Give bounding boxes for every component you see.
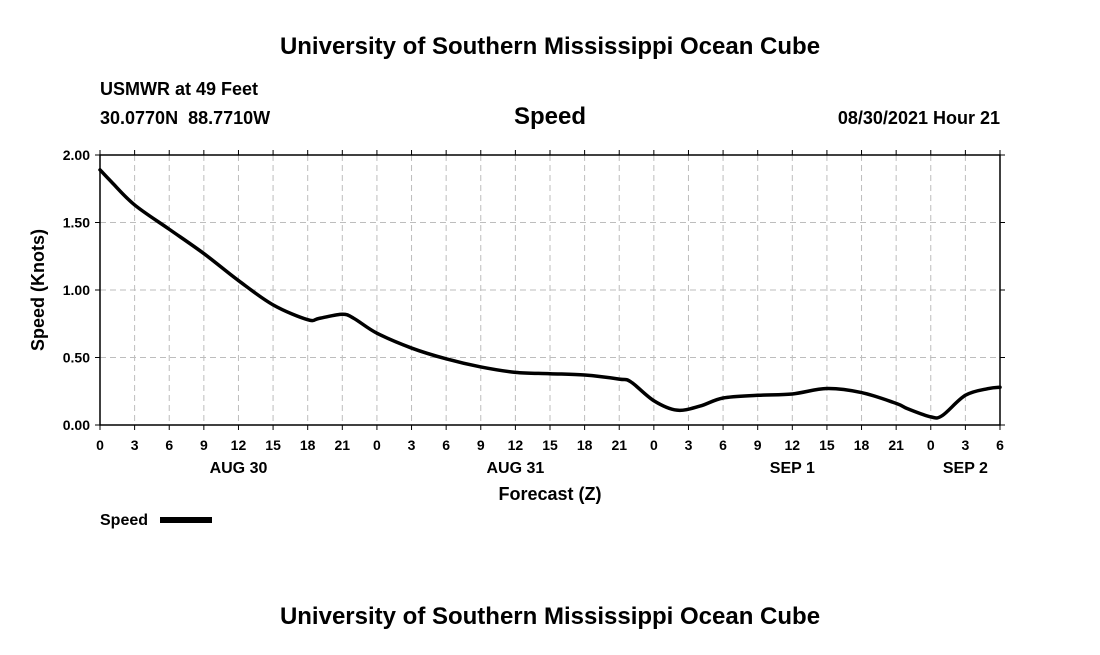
date-label: SEP 1 <box>770 460 815 477</box>
x-axis-label: Forecast (Z) <box>498 484 601 504</box>
legend-label-speed: Speed <box>100 512 148 529</box>
x-tick-label: 12 <box>785 437 801 453</box>
y-tick-label: 1.50 <box>63 215 90 231</box>
axis-ticks <box>95 150 1005 430</box>
y-tick-label: 0.00 <box>63 417 90 433</box>
x-tick-label: 0 <box>373 437 381 453</box>
datetime-label: 08/30/2021 Hour 21 <box>838 108 1000 128</box>
x-tick-label: 18 <box>577 437 593 453</box>
x-tick-label: 6 <box>442 437 450 453</box>
date-label: SEP 2 <box>943 460 988 477</box>
parameter-label: Speed <box>514 103 586 130</box>
x-tick-label: 9 <box>200 437 208 453</box>
legend-swatch-speed <box>160 517 212 523</box>
x-tick-label: 3 <box>961 437 969 453</box>
series-line-speed <box>98 168 1002 420</box>
x-tick-labels: 0 3 6 9 12 15 18 21 0 3 6 9 12 15 18 21 0 3 6 9 12 15 18 21 0 3 6 <box>96 437 1004 453</box>
x-tick-label: 21 <box>888 437 904 453</box>
x-tick-label: 6 <box>996 437 1004 453</box>
coordinates-label: 30.0770N 88.7710W <box>100 108 270 128</box>
x-tick-label: 3 <box>131 437 139 453</box>
date-labels: AUG 30 AUG 31 SEP 1 SEP 2 <box>210 460 988 477</box>
y-tick-label: 1.00 <box>63 282 90 298</box>
plot-frame <box>99 154 1001 426</box>
x-tick-label: 12 <box>231 437 247 453</box>
x-tick-label: 21 <box>611 437 627 453</box>
y-tick-label: 0.50 <box>63 350 90 366</box>
date-label: AUG 30 <box>210 460 268 477</box>
y-axis-label: Speed (Knots) <box>28 229 48 351</box>
x-tick-label: 15 <box>819 437 835 453</box>
x-tick-label: 3 <box>408 437 416 453</box>
x-tick-label: 0 <box>927 437 935 453</box>
footer-title: University of Southern Mississippi Ocean… <box>280 603 820 630</box>
x-tick-label: 15 <box>265 437 281 453</box>
x-tick-label: 3 <box>685 437 693 453</box>
x-tick-label: 6 <box>719 437 727 453</box>
station-label: USMWR at 49 Feet <box>100 79 258 99</box>
x-tick-label: 18 <box>300 437 316 453</box>
x-tick-label: 6 <box>165 437 173 453</box>
x-tick-label: 0 <box>96 437 104 453</box>
x-tick-label: 9 <box>754 437 762 453</box>
x-tick-label: 9 <box>477 437 485 453</box>
y-tick-label: 2.00 <box>63 147 90 163</box>
chart-title: University of Southern Mississippi Ocean… <box>280 33 820 60</box>
y-tick-labels: 0.00 0.50 1.00 1.50 2.00 <box>63 147 90 433</box>
x-tick-label: 18 <box>854 437 870 453</box>
x-tick-label: 0 <box>650 437 658 453</box>
x-tick-label: 15 <box>542 437 558 453</box>
x-tick-label: 21 <box>335 437 351 453</box>
date-label: AUG 31 <box>486 460 544 477</box>
x-tick-label: 12 <box>508 437 524 453</box>
grid-lines <box>100 155 1000 425</box>
